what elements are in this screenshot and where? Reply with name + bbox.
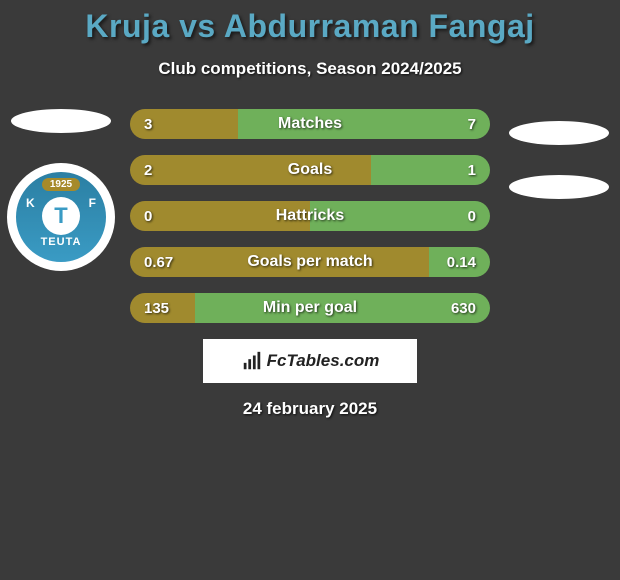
left-player-column: 1925 K F T TEUTA	[6, 109, 116, 271]
bar-segment-left	[130, 201, 310, 231]
right-player-column	[504, 109, 614, 217]
footer-date: 24 february 2025	[0, 399, 620, 419]
bar-segment-left	[130, 293, 195, 323]
bar-segment-right	[371, 155, 490, 185]
logo-letter-left: K	[26, 196, 35, 210]
bar-segment-right	[310, 201, 490, 231]
comparison-bars: Matches37 Goals21 Hattricks00 Goals per mat…	[130, 109, 490, 323]
chart-icon	[241, 350, 263, 372]
team-logo-placeholder	[509, 175, 609, 199]
bar-segment-left	[130, 109, 238, 139]
stat-bar-row: Goals per match0.670.14	[130, 247, 490, 277]
stat-bar-row: Goals21	[130, 155, 490, 185]
bar-segment-left	[130, 247, 429, 277]
site-badge[interactable]: FcTables.com	[203, 339, 417, 383]
site-name: FcTables.com	[267, 351, 380, 371]
subtitle: Club competitions, Season 2024/2025	[0, 59, 620, 79]
bar-segment-left	[130, 155, 371, 185]
player-photo-placeholder	[509, 121, 609, 145]
stat-bar-row: Min per goal135630	[130, 293, 490, 323]
logo-year: 1925	[42, 178, 80, 191]
logo-letter-right: F	[89, 196, 96, 210]
comparison-content: 1925 K F T TEUTA Matches37 Goals21 Hattric…	[0, 109, 620, 323]
logo-team-name: TEUTA	[41, 236, 82, 248]
bar-segment-right	[195, 293, 490, 323]
logo-letters: K F	[16, 196, 106, 210]
bar-segment-right	[429, 247, 490, 277]
team-logo: 1925 K F T TEUTA	[7, 163, 115, 271]
team-logo-inner: 1925 K F T TEUTA	[13, 169, 109, 265]
bar-segment-right	[238, 109, 490, 139]
page-title: Kruja vs Abdurraman Fangaj	[0, 0, 620, 45]
stat-bar-row: Matches37	[130, 109, 490, 139]
stat-bar-row: Hattricks00	[130, 201, 490, 231]
player-photo-placeholder	[11, 109, 111, 133]
